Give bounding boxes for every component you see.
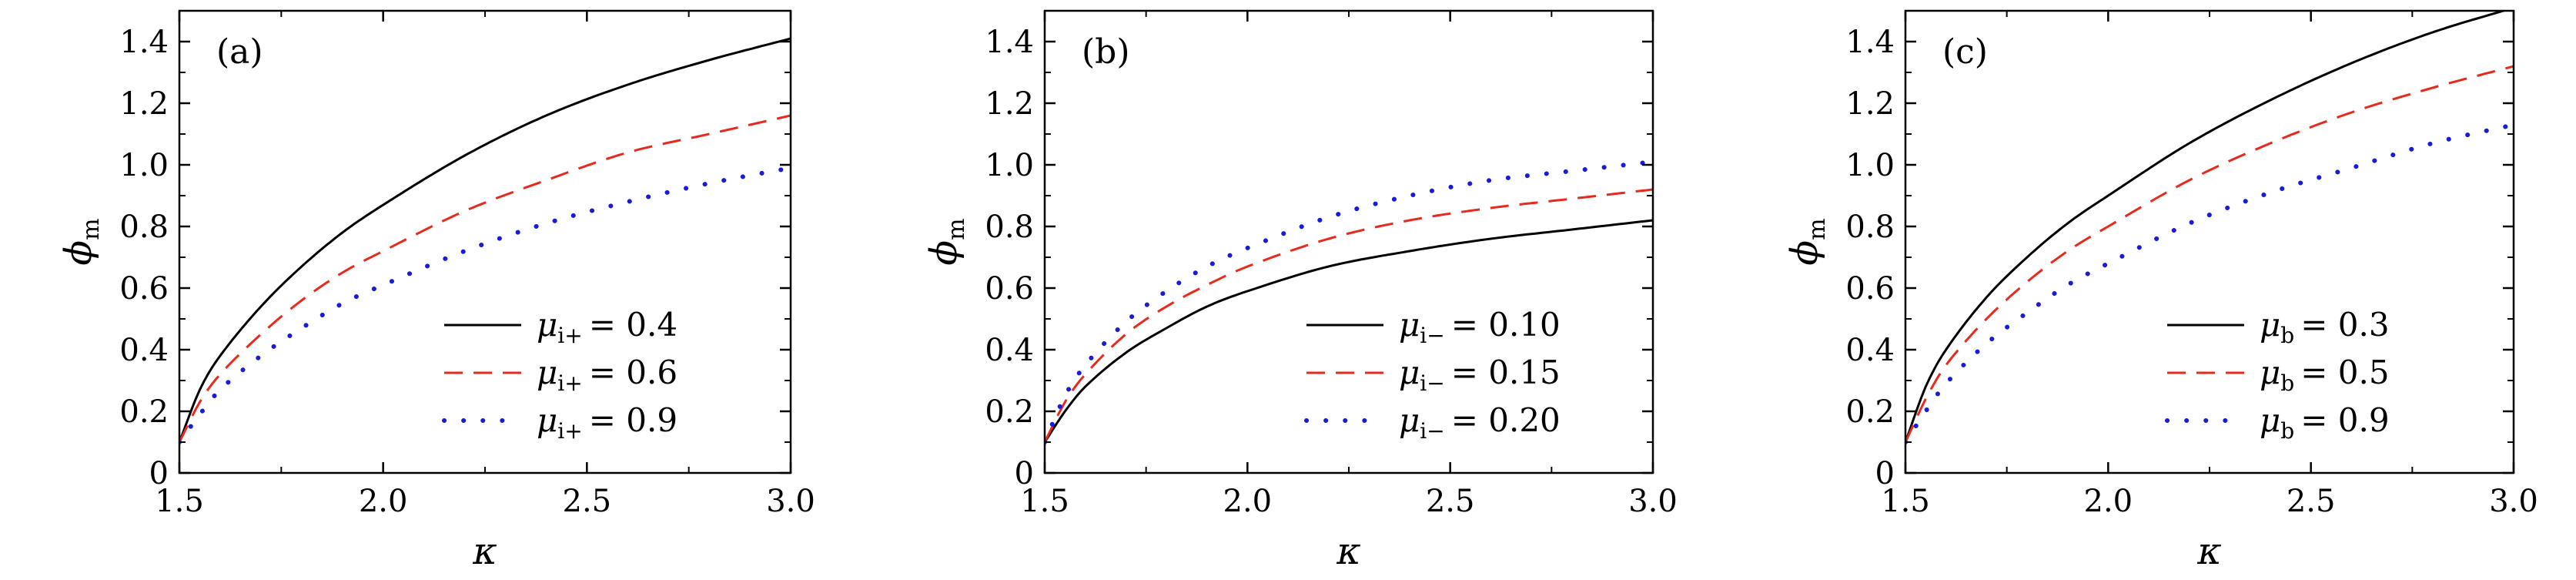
y-tick-label: 0.2 (985, 394, 1034, 430)
x-tick-label: 2.5 (563, 484, 612, 519)
y-tick-label: 0.6 (985, 271, 1034, 307)
chart-panel-3: 1.5 2.0 2.5 3.0 0 0.2 0.4 0.6 0.8 1.0 1.2 1.4 (c) κ ϕm… (1783, 9, 2538, 573)
y-tick-label: 1.0 (985, 148, 1034, 183)
y-tick-label: 1.4 (1845, 25, 1895, 60)
x-tick-label: 1.5 (1020, 484, 1069, 519)
y-tick-label: 0.4 (985, 333, 1034, 368)
series-line-3-3 (1905, 122, 2514, 444)
y-tick-label: 1.0 (1845, 148, 1895, 183)
series-line-2-3 (1045, 159, 1653, 444)
x-tick-label: 2.5 (1426, 484, 1475, 519)
x-axis-label: κ (1336, 530, 1360, 573)
x-tick-label: 2.5 (2287, 484, 2336, 519)
plot-frame (1043, 9, 1654, 474)
chart-panel-1: 1.5 2.0 2.5 3.0 0 0.2 0.4 0.6 0.8 1.0 1.2 1.4 (a) κ ϕm… (57, 9, 815, 573)
y-tick-label: 1.4 (985, 25, 1034, 60)
x-tick-label: 1.5 (1881, 484, 1930, 519)
x-axis-label: κ (2196, 530, 2221, 573)
x-tick-label: 3.0 (1628, 484, 1678, 519)
y-tick-label: 1.2 (1845, 86, 1895, 122)
y-tick-label: 0.8 (119, 210, 169, 245)
series-line-2-1 (1045, 219, 1653, 443)
chart-panel-2: 1.5 2.0 2.5 3.0 0 0.2 0.4 0.6 0.8 1.0 1.2 1.4 (b) κ ϕm… (922, 9, 1678, 573)
y-axis-label: ϕm (1783, 218, 1831, 265)
y-tick-label: 1.4 (119, 25, 169, 60)
series-line-1-3 (179, 166, 791, 444)
series-line-3-1 (1905, 11, 2508, 443)
panel-label: (b) (1082, 32, 1130, 72)
legend-label: μb = 0.5 (2260, 354, 2390, 396)
x-axis-label: κ (472, 530, 497, 573)
series-line-1-1 (179, 37, 791, 443)
y-tick-label: 1.2 (119, 86, 169, 122)
panel-label: (a) (216, 32, 263, 72)
legend-label: μb = 0.3 (2260, 306, 2390, 348)
legend-label: μi+ = 0.9 (537, 401, 677, 444)
y-tick-label: 0.8 (985, 210, 1034, 245)
legend-label: μi− = 0.15 (1399, 354, 1561, 396)
x-tick-label: 3.0 (766, 484, 815, 519)
y-tick-label: 0.4 (119, 333, 169, 368)
y-tick-label: 0.6 (119, 271, 169, 307)
panel-label: (c) (1942, 32, 1988, 72)
x-tick-label: 1.5 (155, 484, 204, 519)
legend-label: μi− = 0.20 (1399, 401, 1561, 444)
series-line-3-2 (1905, 65, 2514, 443)
y-tick-label: 0 (1875, 456, 1895, 491)
y-tick-label: 0.4 (1845, 333, 1895, 368)
legend-label: μi+ = 0.6 (537, 354, 677, 396)
plot-frame (1904, 9, 2515, 474)
y-tick-label: 0 (1015, 456, 1034, 491)
legend-label: μb = 0.9 (2260, 401, 2390, 444)
y-tick-label: 0.8 (1845, 210, 1895, 245)
y-axis-label: ϕm (57, 218, 105, 265)
x-tick-label: 2.0 (359, 484, 408, 519)
y-axis-label: ϕm (922, 218, 970, 265)
y-tick-label: 0.2 (1845, 394, 1895, 430)
y-tick-label: 0 (149, 456, 169, 491)
series-line-2-2 (1045, 188, 1653, 443)
y-tick-label: 1.2 (985, 86, 1034, 122)
legend-label: μi− = 0.10 (1399, 306, 1561, 348)
plot-frame (178, 9, 792, 474)
y-tick-label: 1.0 (119, 148, 169, 183)
y-tick-label: 0.6 (1845, 271, 1895, 307)
x-tick-label: 3.0 (2489, 484, 2538, 519)
legend-label: μi+ = 0.4 (537, 306, 677, 348)
x-tick-label: 2.0 (1223, 484, 1273, 519)
y-tick-label: 0.2 (119, 394, 169, 430)
x-tick-label: 2.0 (2084, 484, 2133, 519)
series-line-1-2 (179, 114, 791, 443)
